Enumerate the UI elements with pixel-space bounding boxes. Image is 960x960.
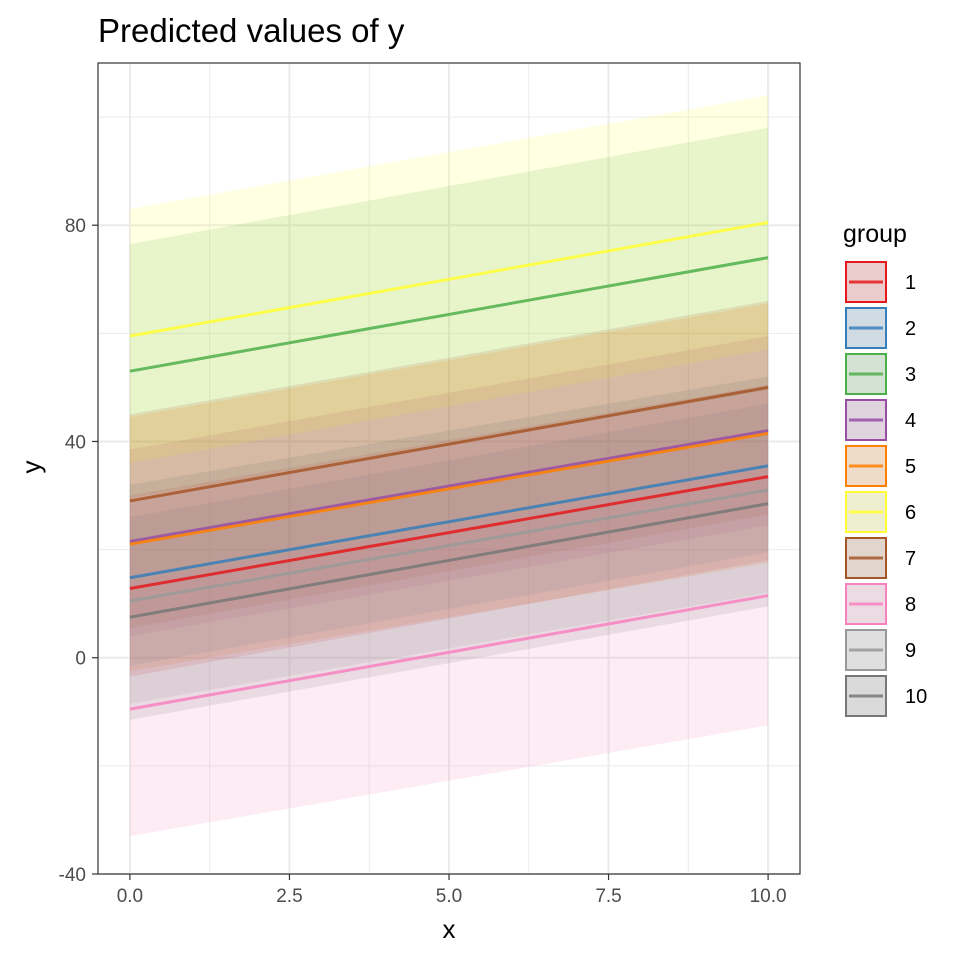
legend-item-group-1: 1 [845, 261, 916, 303]
x-tick-label: 10.0 [750, 886, 787, 907]
y-axis: -40 0 40 80 [59, 216, 98, 886]
ribbon-group-7 [129, 300, 769, 628]
legend-label: 8 [905, 594, 916, 616]
line-group-6 [129, 221, 769, 338]
line-group-4 [129, 429, 769, 543]
legend-label: 1 [905, 272, 916, 294]
legend-item-group-6: 6 [845, 491, 916, 533]
line-group-9 [129, 488, 769, 603]
prediction-lines [129, 221, 769, 711]
legend-label: 7 [905, 548, 916, 570]
legend-label: 9 [905, 640, 916, 662]
x-axis: 0.0 2.5 5.0 7.5 10.0 [117, 874, 787, 907]
line-group-7 [129, 385, 769, 503]
legend-label: 4 [905, 410, 916, 432]
legend-item-group-2: 2 [845, 307, 916, 349]
legend-item-group-10: 10 [845, 675, 927, 717]
y-axis-title: y [16, 461, 46, 474]
legend-label: 2 [905, 318, 916, 340]
line-group-8 [129, 594, 769, 711]
x-tick-label: 2.5 [276, 886, 302, 907]
legend-item-group-4: 4 [845, 399, 916, 441]
legend-item-group-9: 9 [845, 629, 916, 671]
legend-label: 6 [905, 502, 916, 524]
legend-item-group-8: 8 [845, 583, 916, 625]
legend-label: 3 [905, 364, 916, 386]
x-tick-label: 0.0 [117, 886, 143, 907]
legend-label: 10 [905, 686, 927, 708]
y-tick-label: 80 [65, 216, 86, 237]
line-group-3 [129, 256, 769, 373]
legend-title: group [843, 220, 907, 248]
line-group-2 [129, 464, 769, 580]
legend-item-group-3: 3 [845, 353, 916, 395]
y-tick-label: 0 [75, 649, 86, 670]
line-group-5 [129, 431, 769, 546]
legend-item-group-7: 7 [845, 537, 916, 579]
x-axis-title: x [443, 914, 456, 944]
legend: group 1 2 3 4 5 6 7 8 9 10 [843, 220, 927, 717]
legend-item-group-5: 5 [845, 445, 916, 487]
line-group-1 [129, 475, 769, 591]
x-tick-label: 7.5 [595, 886, 621, 907]
chart-title: Predicted values of y [98, 12, 405, 49]
legend-label: 5 [905, 456, 916, 478]
x-tick-label: 5.0 [436, 886, 462, 907]
confidence-ribbons [129, 95, 769, 837]
y-tick-label: 40 [65, 432, 86, 453]
line-group-10 [129, 502, 769, 619]
y-tick-label: -40 [59, 865, 86, 886]
